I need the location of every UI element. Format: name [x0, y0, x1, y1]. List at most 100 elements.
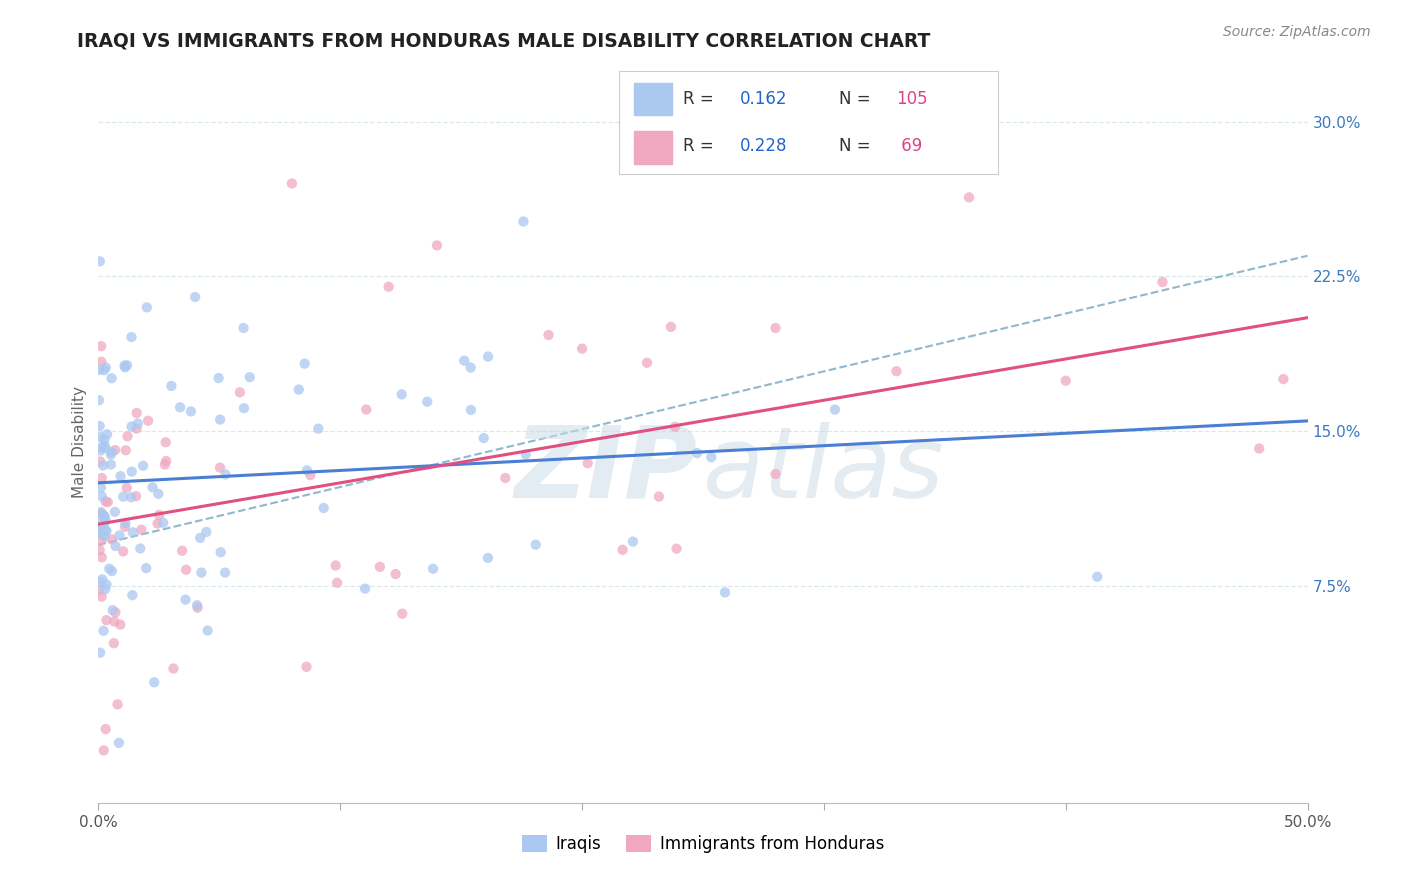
Point: [100, 448, 122, 462]
Point: [146, 516, 169, 531]
Point: [174, 563, 197, 577]
Point: [125, 489, 148, 503]
Point: [384, 567, 406, 582]
Point: [89, 575, 111, 590]
Point: [100, 371, 122, 385]
Point: [229, 385, 252, 400]
Point: [155, 435, 177, 450]
Point: [93, 509, 115, 524]
Text: Source: ZipAtlas.com: Source: ZipAtlas.com: [1223, 25, 1371, 39]
Point: [190, 566, 212, 580]
Point: [104, 443, 127, 458]
Point: [93, 624, 115, 638]
Bar: [634, 83, 672, 115]
Point: [89, 582, 111, 597]
Point: [103, 615, 125, 629]
Point: [209, 412, 232, 426]
Point: [89, 526, 111, 541]
Point: [96, 613, 118, 627]
Point: [354, 402, 377, 417]
Point: [153, 458, 176, 472]
Point: [214, 566, 236, 580]
Point: [91, 514, 114, 528]
Point: [136, 414, 159, 428]
Point: [612, 542, 634, 557]
Point: [93, 509, 115, 524]
Point: [94, 524, 117, 538]
Point: [101, 603, 124, 617]
Point: [121, 588, 143, 602]
Point: [325, 558, 347, 573]
Point: [307, 422, 329, 436]
Point: [636, 356, 658, 370]
Point: [93, 438, 115, 452]
Point: [121, 330, 143, 344]
Point: [187, 600, 209, 615]
Point: [125, 421, 148, 435]
Point: [112, 544, 135, 558]
Point: [89, 254, 111, 268]
Point: [115, 358, 138, 372]
Point: [155, 454, 177, 468]
Point: [368, 559, 391, 574]
Point: [114, 443, 136, 458]
Point: [114, 360, 136, 375]
Point: [93, 516, 115, 531]
Point: [576, 456, 599, 470]
Point: [94, 582, 117, 596]
Point: [112, 490, 135, 504]
Point: [148, 508, 170, 522]
Point: [121, 525, 143, 540]
Point: [114, 516, 136, 530]
Point: [89, 646, 111, 660]
Point: [87, 393, 110, 408]
Point: [121, 419, 143, 434]
Point: [460, 403, 482, 417]
Point: [512, 214, 534, 228]
Point: [765, 321, 787, 335]
Point: [100, 533, 122, 547]
Point: [209, 460, 232, 475]
Point: [180, 404, 202, 418]
Point: [184, 290, 207, 304]
Point: [515, 447, 537, 461]
Point: [131, 523, 153, 537]
Point: [326, 575, 349, 590]
Point: [207, 371, 229, 385]
Point: [90, 440, 112, 454]
Point: [93, 743, 115, 757]
Point: [90, 507, 112, 521]
Point: [91, 572, 114, 586]
Point: [90, 534, 112, 549]
Point: [422, 562, 444, 576]
Point: [1085, 570, 1108, 584]
Point: [162, 661, 184, 675]
Point: [125, 406, 148, 420]
Point: [354, 582, 377, 596]
Point: [494, 471, 516, 485]
Point: [148, 487, 170, 501]
Point: [90, 590, 112, 604]
Point: [188, 531, 211, 545]
Point: [89, 419, 111, 434]
Point: [1272, 372, 1295, 386]
Point: [94, 441, 117, 455]
Point: [114, 359, 136, 373]
Point: [90, 471, 112, 485]
Point: [110, 469, 132, 483]
Point: [426, 238, 449, 252]
Point: [94, 514, 117, 528]
Point: [621, 534, 644, 549]
Point: [391, 387, 413, 401]
Point: [89, 363, 111, 377]
Point: [295, 463, 318, 477]
Point: [648, 490, 671, 504]
Point: [686, 446, 709, 460]
Point: [104, 539, 127, 553]
Point: [108, 736, 131, 750]
Point: [104, 505, 127, 519]
Point: [135, 301, 157, 315]
Point: [90, 489, 112, 503]
Point: [98, 562, 121, 576]
Point: [160, 379, 183, 393]
